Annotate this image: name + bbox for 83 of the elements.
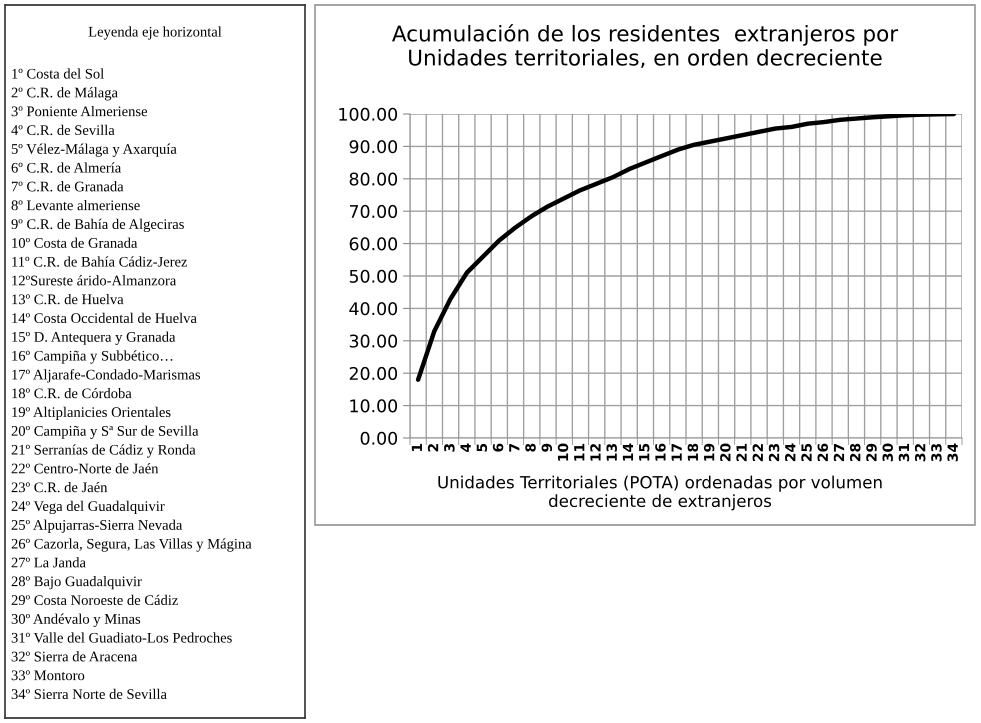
x-tick-label: 14 xyxy=(622,444,634,461)
x-tick-label: 19 xyxy=(704,444,714,461)
x-tick-label: 26 xyxy=(818,444,828,462)
x-tick-label: 23 xyxy=(768,444,780,462)
x-tick-label: 32 xyxy=(914,444,926,462)
x-tick-label: 11 xyxy=(574,444,584,461)
text: 9º C.R. de Bahía de Algeciras xyxy=(11,218,184,232)
x-tick-label: 8 xyxy=(525,444,536,452)
text: 19º Altiplanicies Orientales xyxy=(12,406,171,420)
x-tick-label: 9 xyxy=(542,444,552,452)
text: 15º D. Antequera y Granada xyxy=(12,332,176,345)
x-tick-label: 29 xyxy=(866,444,877,462)
x-tick-label: 7 xyxy=(509,444,520,452)
y-tick-label: 30.00 xyxy=(350,334,398,348)
text: 21º Serranías de Cádiz y Ronda xyxy=(12,444,196,458)
y-tick-label: 80.00 xyxy=(350,172,398,186)
text: 16º Campiña y Subbético… xyxy=(12,350,172,364)
y-tick-label: 20.00 xyxy=(350,366,398,380)
x-tick-label: 25 xyxy=(801,444,812,462)
y-tick-label: 50.00 xyxy=(350,270,398,283)
x-tick-label: 4 xyxy=(460,444,471,452)
text: Leyenda eje horizontal xyxy=(88,26,222,40)
x-tick-label: 10 xyxy=(558,444,568,461)
text: 28º Bajo Guadalquivir xyxy=(12,576,142,590)
x-tick-label: 18 xyxy=(688,444,698,461)
text: 8º Levante almeriense xyxy=(12,200,140,210)
chart-title: Acumulación de los residentes extranjeros por Unidades territoriales, en orden decreciente xyxy=(392,24,898,68)
y-tick-label: 60.00 xyxy=(350,237,398,250)
text: 34º Sierra Norte de Sevilla xyxy=(12,688,167,700)
line-series xyxy=(416,114,956,382)
text: 26º Cazorla, Segura, Las Villas y Mágina xyxy=(12,538,252,552)
text: 24º Vega del Guadalquivir xyxy=(12,500,165,514)
y-tick-label: 90.00 xyxy=(350,140,398,154)
x-tick-label: 13 xyxy=(606,444,617,461)
text: 2º C.R. de Málaga xyxy=(12,87,118,100)
x-tick-label: 15 xyxy=(639,444,650,461)
text: 20º Campiña y Sª Sur de Sevilla xyxy=(12,426,198,439)
x-tick-label: 33 xyxy=(931,444,942,462)
x-tick-label: 12 xyxy=(590,444,601,461)
text: 12ºSureste árido-Almanzora xyxy=(12,275,176,286)
text: 14º Costa Occidental de Huelva xyxy=(12,312,197,324)
x-tick-label: 2 xyxy=(428,444,438,452)
x-tick-label: 17 xyxy=(672,444,682,461)
y-tick-label: 70.00 xyxy=(350,204,398,218)
x-tick-label: 34 xyxy=(947,444,958,462)
text: 17º Aljarafe-Condado-Marismas xyxy=(12,369,200,382)
text: 10º Costa de Granada xyxy=(12,238,138,248)
text: 4º C.R. de Sevilla xyxy=(11,124,115,136)
x-tick-label: 3 xyxy=(444,444,455,452)
text: 30º Andévalo y Minas xyxy=(12,614,140,627)
x-tick-label: 21 xyxy=(736,444,747,462)
text: 3º Poniente Almeriense xyxy=(12,106,148,116)
x-tick-label: 30 xyxy=(882,444,893,462)
text: 1º Costa del Sol xyxy=(12,68,104,79)
x-tick-label: 24 xyxy=(785,444,796,462)
y-tick-label: 100.00 xyxy=(339,108,398,121)
x-axis-title: Unidades Territoriales (POTA) ordenadas por volumen decreciente de extranjeros xyxy=(438,476,882,510)
x-tick-label: 6 xyxy=(492,444,504,452)
y-tick-label: 10.00 xyxy=(350,399,398,412)
text: 23º C.R. de Jaén xyxy=(12,482,108,492)
x-tick-label: 5 xyxy=(476,444,488,452)
x-tick-label: 16 xyxy=(655,444,666,461)
x-tick-label: 20 xyxy=(720,444,731,462)
text: 18º C.R. de Córdoba xyxy=(12,388,132,398)
x-tick-label: 27 xyxy=(834,444,844,462)
text: 25º Alpujarras-Sierra Nevada xyxy=(12,520,182,533)
x-tick-label: 31 xyxy=(898,444,910,462)
text: 31º Valle del Guadiato-Los Pedroches xyxy=(12,632,232,643)
x-tick-label: 22 xyxy=(752,444,763,462)
text: 32º Sierra de Aracena xyxy=(12,651,138,662)
text: 7º C.R. de Granada xyxy=(12,181,124,192)
text: 29º Costa Noroeste de Cádiz xyxy=(12,594,178,606)
text: 5º Vélez-Málaga y Axarquía xyxy=(12,144,177,157)
text: 22º Centro-Norte de Jaén xyxy=(12,463,158,474)
x-tick-label: 1 xyxy=(412,444,422,451)
y-tick-label: 0.00 xyxy=(360,432,398,445)
text: 6º C.R. de Almería xyxy=(12,162,122,173)
text: 27º La Janda xyxy=(12,557,86,568)
y-tick-label: 40.00 xyxy=(349,302,398,316)
text: 33º Montoro xyxy=(12,670,84,680)
x-tick-label: 28 xyxy=(850,444,860,462)
text: 13º C.R. de Huelva xyxy=(12,294,124,304)
text: 11º C.R. de Bahía Cádiz-Jerez xyxy=(12,256,188,267)
